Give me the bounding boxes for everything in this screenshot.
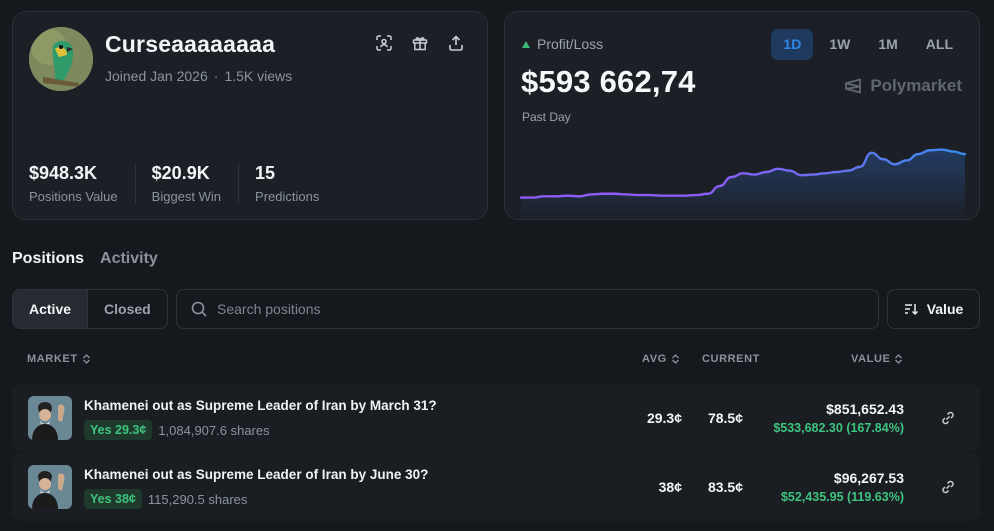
filter-active-button[interactable]: Active	[13, 290, 89, 328]
stat-predictions: 15 Predictions	[255, 163, 336, 204]
header-avg-label: AVG	[642, 353, 667, 365]
filter-closed-button[interactable]: Closed	[104, 301, 151, 317]
current-price: 83.5¢	[707, 479, 743, 495]
pnl-header: Profit/Loss	[522, 36, 603, 52]
pnl-area	[521, 149, 965, 219]
position-value: $851,652.43	[826, 401, 904, 417]
market-image	[28, 396, 72, 440]
profile-meta: Joined Jan 2026 · 1.5K views	[105, 68, 292, 84]
joined-date: Joined Jan 2026	[105, 68, 208, 84]
tab-activity[interactable]: Activity	[100, 250, 158, 267]
pnl-amount: $593 662,74	[521, 64, 696, 99]
link-icon[interactable]	[940, 479, 956, 495]
sort-label: Value	[926, 301, 964, 317]
range-tab-1m[interactable]: 1M	[878, 36, 898, 52]
link-icon[interactable]	[940, 410, 956, 426]
market-thumbnail	[28, 396, 72, 440]
sort-button[interactable]: Value	[887, 289, 980, 329]
market-image	[28, 465, 72, 509]
table-row[interactable]: Khamenei out as Supreme Leader of Iran b…	[12, 453, 980, 521]
header-avg[interactable]: AVG	[642, 353, 680, 365]
username: Curseaaaaaaaa	[105, 31, 276, 57]
avg-price: 29.3¢	[646, 410, 682, 426]
search-icon	[191, 301, 207, 317]
outcome-badge: Yes 29.3¢	[84, 420, 153, 440]
sort-toggle-icon	[895, 354, 903, 364]
status-filter: Active Closed	[12, 289, 168, 329]
market-thumbnail	[28, 465, 72, 509]
sort-toggle-icon	[82, 354, 90, 364]
stat-value: 15	[255, 163, 276, 183]
pnl-label: Profit/Loss	[537, 36, 604, 52]
search-input[interactable]	[217, 301, 817, 317]
market-title[interactable]: Khamenei out as Supreme Leader of Iran b…	[84, 398, 437, 413]
share-count: 1,084,907.6 shares	[158, 422, 270, 438]
tab-positions[interactable]: Positions	[12, 250, 85, 267]
stat-biggest-win: $20.9K Biggest Win	[151, 163, 240, 204]
brand-name: Polymarket	[870, 76, 962, 95]
profile-stats: $948.3K Positions Value $20.9K Biggest W…	[29, 163, 352, 204]
position-gain: $52,435.95 (119.63%)	[780, 490, 904, 504]
polymarket-brand: Polymarket	[844, 76, 962, 96]
position-gain: $533,682.30 (167.84%)	[773, 421, 904, 435]
range-tab-1d[interactable]: 1D	[771, 29, 814, 60]
main-tabs: Positions Activity	[12, 250, 158, 268]
parrot-avatar-image	[29, 27, 93, 91]
header-current: CURRENT	[702, 353, 760, 365]
scan-icon[interactable]	[375, 34, 393, 52]
header-market[interactable]: MARKET	[27, 353, 91, 365]
view-count: 1.5K views	[224, 68, 293, 84]
pnl-chart	[519, 148, 967, 219]
share-count: 115,290.5 shares	[147, 491, 248, 507]
polymarket-logo-icon	[845, 78, 862, 94]
sort-toggle-icon	[671, 354, 679, 364]
pnl-line	[519, 148, 967, 199]
avg-price: 38¢	[658, 479, 682, 495]
trend-up-icon	[522, 40, 530, 48]
range-tabs: 1D 1W 1M ALL	[771, 29, 965, 60]
range-tab-1w[interactable]: 1W	[829, 36, 851, 52]
meta-separator: ·	[213, 68, 219, 84]
avatar[interactable]	[29, 27, 93, 91]
header-current-label: CURRENT	[702, 353, 760, 365]
stat-label: Biggest Win	[151, 189, 222, 204]
stat-label: Predictions	[255, 189, 320, 204]
header-value[interactable]: VALUE	[851, 353, 903, 365]
current-price: 78.5¢	[707, 410, 743, 426]
stat-positions-value: $948.3K Positions Value	[29, 163, 136, 204]
position-details: Yes 38¢ 115,290.5 shares	[84, 489, 247, 509]
market-title[interactable]: Khamenei out as Supreme Leader of Iran b…	[84, 467, 429, 482]
header-value-label: VALUE	[851, 353, 891, 365]
search-box	[176, 289, 879, 329]
position-details: Yes 29.3¢ 1,084,907.6 shares	[84, 420, 270, 440]
position-value: $96,267.53	[833, 470, 904, 486]
gift-icon[interactable]	[411, 34, 429, 52]
profile-actions	[375, 34, 465, 52]
stat-value: $948.3K	[29, 163, 98, 183]
table-row[interactable]: Khamenei out as Supreme Leader of Iran b…	[12, 384, 980, 452]
share-icon[interactable]	[447, 34, 465, 52]
sort-icon	[904, 304, 918, 316]
pnl-card: Profit/Loss 1D 1W 1M ALL $593 662,74 Pas…	[504, 11, 980, 220]
stat-label: Positions Value	[29, 189, 118, 204]
stat-value: $20.9K	[151, 163, 210, 183]
outcome-badge: Yes 38¢	[84, 489, 142, 509]
range-tab-all[interactable]: ALL	[925, 36, 953, 52]
pnl-period: Past Day	[522, 110, 571, 124]
profile-card: Curseaaaaaaaa Joined Jan 2026 · 1.5K views…	[12, 11, 488, 220]
header-market-label: MARKET	[27, 353, 78, 365]
